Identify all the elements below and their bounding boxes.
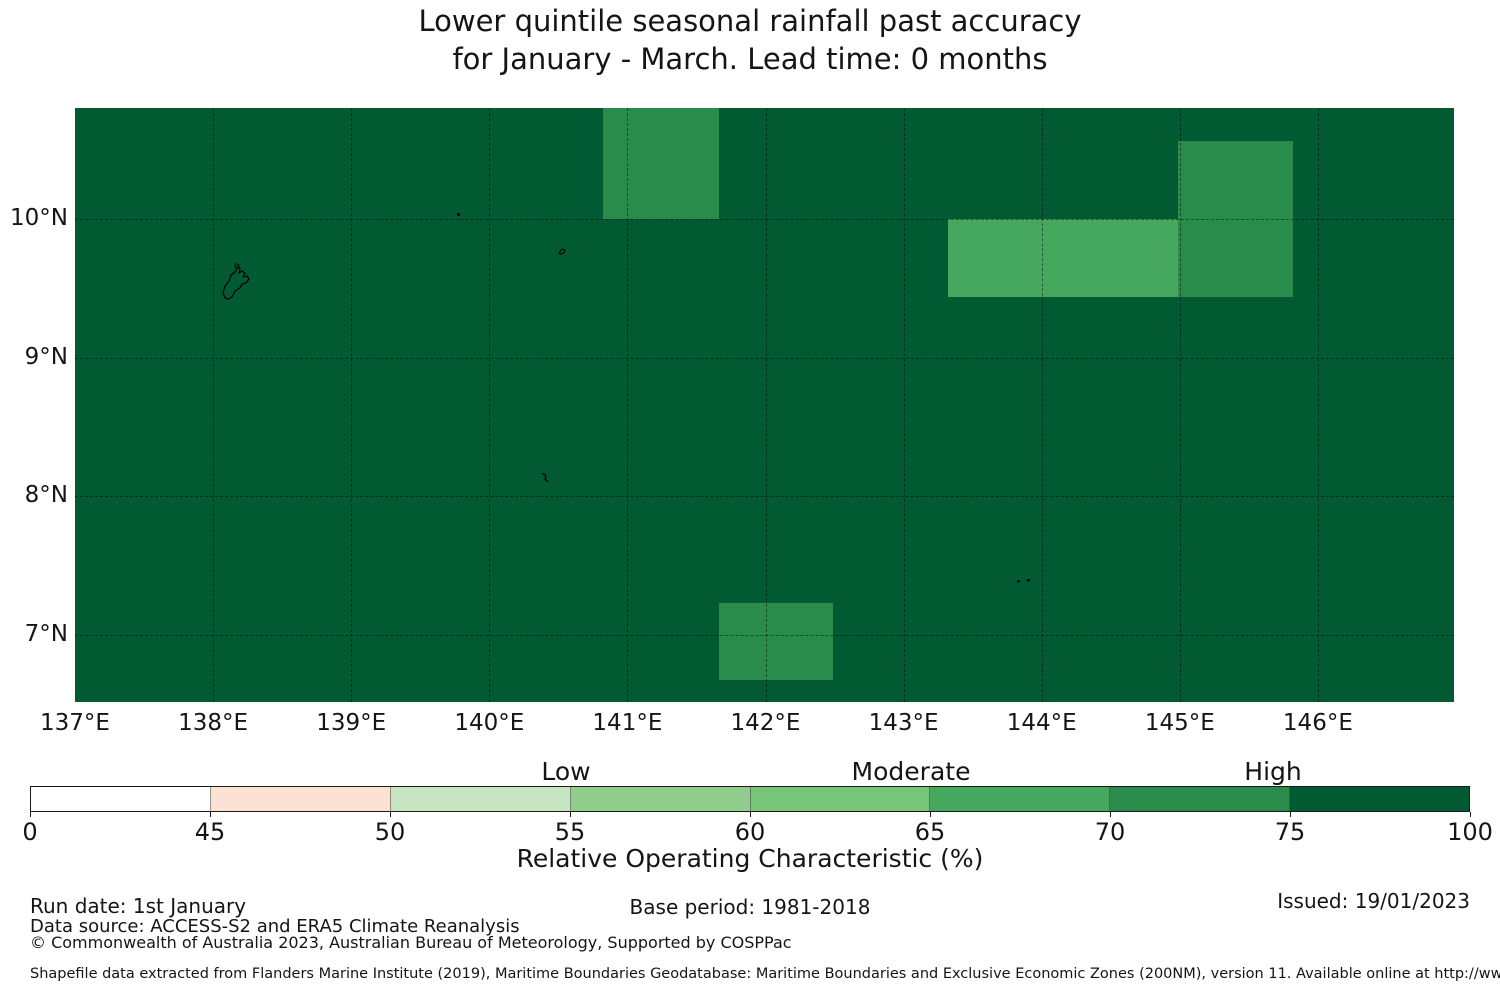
footer-copyright: © Commonwealth of Australia 2023, Austra… (30, 933, 792, 952)
x-tick-label: 146°E (1282, 710, 1353, 736)
gridline-lat-9N (75, 357, 1454, 359)
gridline-lon-144E (1041, 108, 1043, 702)
chart-title: Lower quintile seasonal rainfall past ac… (0, 2, 1500, 78)
x-tick-label: 141°E (592, 710, 663, 736)
x-tick-label: 145°E (1144, 710, 1215, 736)
gridline-lon-146E (1317, 108, 1319, 702)
x-tick-label: 140°E (454, 710, 525, 736)
colorbar-tickmark (390, 812, 391, 817)
gridline-lon-143E (903, 108, 905, 702)
colorbar-tickmark (1470, 812, 1471, 817)
colorbar-segment-60-65 (750, 787, 931, 811)
map-cell-roc-70-75 (1178, 141, 1294, 297)
colorbar-tickmark (30, 812, 31, 817)
x-tick-label: 138°E (178, 710, 249, 736)
footer-shapefile-note: Shapefile data extracted from Flanders M… (30, 966, 1500, 982)
x-tick-label: 144°E (1006, 710, 1077, 736)
gridline-lat-10N (75, 219, 1454, 220)
colorbar-zone-label-moderate: Moderate (851, 757, 971, 786)
colorbar-tickmark (570, 812, 571, 817)
colorbar-tickmark (210, 812, 211, 817)
colorbar-tickmark (930, 812, 931, 817)
footer-base-period: Base period: 1981-2018 (629, 895, 871, 919)
gridline-lon-142E (765, 108, 767, 702)
y-tick-label: 7°N (24, 620, 68, 647)
island-dot (457, 213, 460, 216)
gridline-lon-141E (627, 108, 629, 702)
colorbar-tick-label: 45 (194, 818, 226, 846)
colorbar-tick-label: 100 (1447, 818, 1493, 846)
colorbar-axis-label: Relative Operating Characteristic (%) (516, 844, 984, 873)
colorbar-tick-label: 60 (734, 818, 766, 846)
map-plot-area (75, 108, 1454, 702)
colorbar-segment-0-45 (31, 787, 211, 811)
colorbar-segment-70-75 (1110, 787, 1291, 811)
colorbar-segment-65-70 (930, 787, 1111, 811)
colorbar-tick-label: 65 (914, 818, 946, 846)
island-outline-palau-islet (234, 263, 240, 269)
colorbar-zone-label-high: High (1244, 757, 1302, 786)
colorbar-segment-75-100 (1290, 787, 1469, 811)
colorbar-tick-label: 75 (1274, 818, 1306, 846)
chart-title-line1: Lower quintile seasonal rainfall past ac… (418, 4, 1082, 38)
colorbar-zone-label-low: Low (541, 757, 591, 786)
island-dot (1017, 580, 1020, 583)
chart-title-line2: for January - March. Lead time: 0 months (452, 42, 1048, 76)
island-outline-small (558, 248, 566, 255)
island-dot (1027, 579, 1030, 582)
x-tick-label: 139°E (316, 710, 387, 736)
colorbar-tick-label: 55 (554, 818, 586, 846)
colorbar-tickmark (1290, 812, 1291, 817)
colorbar-tick-label: 50 (374, 818, 406, 846)
y-tick-label: 9°N (24, 343, 68, 370)
footer-run-date: Run date: 1st January (30, 894, 247, 918)
colorbar-tickmark (750, 812, 751, 817)
colorbar-tick-label: 70 (1094, 818, 1126, 846)
colorbar-tickmark (1110, 812, 1111, 817)
colorbar-tick-label: 0 (22, 818, 38, 846)
gridline-lon-138E (213, 108, 215, 702)
gridline-lat-7N (75, 634, 1454, 636)
island-outline-atoll (541, 472, 549, 483)
colorbar-segment-55-60 (570, 787, 751, 811)
colorbar (30, 786, 1470, 812)
footer-data-source: Data source: ACCESS-S2 and ERA5 Climate … (30, 916, 520, 937)
x-tick-label: 137°E (40, 710, 110, 736)
y-tick-label: 8°N (24, 482, 68, 508)
map-cell-roc-65-70 (947, 219, 1179, 297)
gridline-lon-139E (351, 108, 353, 702)
island-outlines (222, 213, 1030, 583)
gridline-lon-140E (489, 108, 491, 702)
colorbar-segment-50-55 (390, 787, 571, 811)
map-cell-roc-70-75 (602, 108, 719, 219)
gridline-lon-145E (1179, 108, 1181, 702)
colorbar-segment-45-50 (210, 787, 391, 811)
island-outline-palau (222, 266, 250, 300)
x-tick-label: 142°E (730, 710, 801, 736)
map-cell-roc-70-75 (718, 602, 834, 681)
footer-issued: Issued: 19/01/2023 (1277, 889, 1470, 913)
gridline-lat-8N (75, 496, 1454, 497)
y-tick-label: 10°N (10, 205, 68, 231)
x-tick-label: 143°E (868, 710, 939, 736)
